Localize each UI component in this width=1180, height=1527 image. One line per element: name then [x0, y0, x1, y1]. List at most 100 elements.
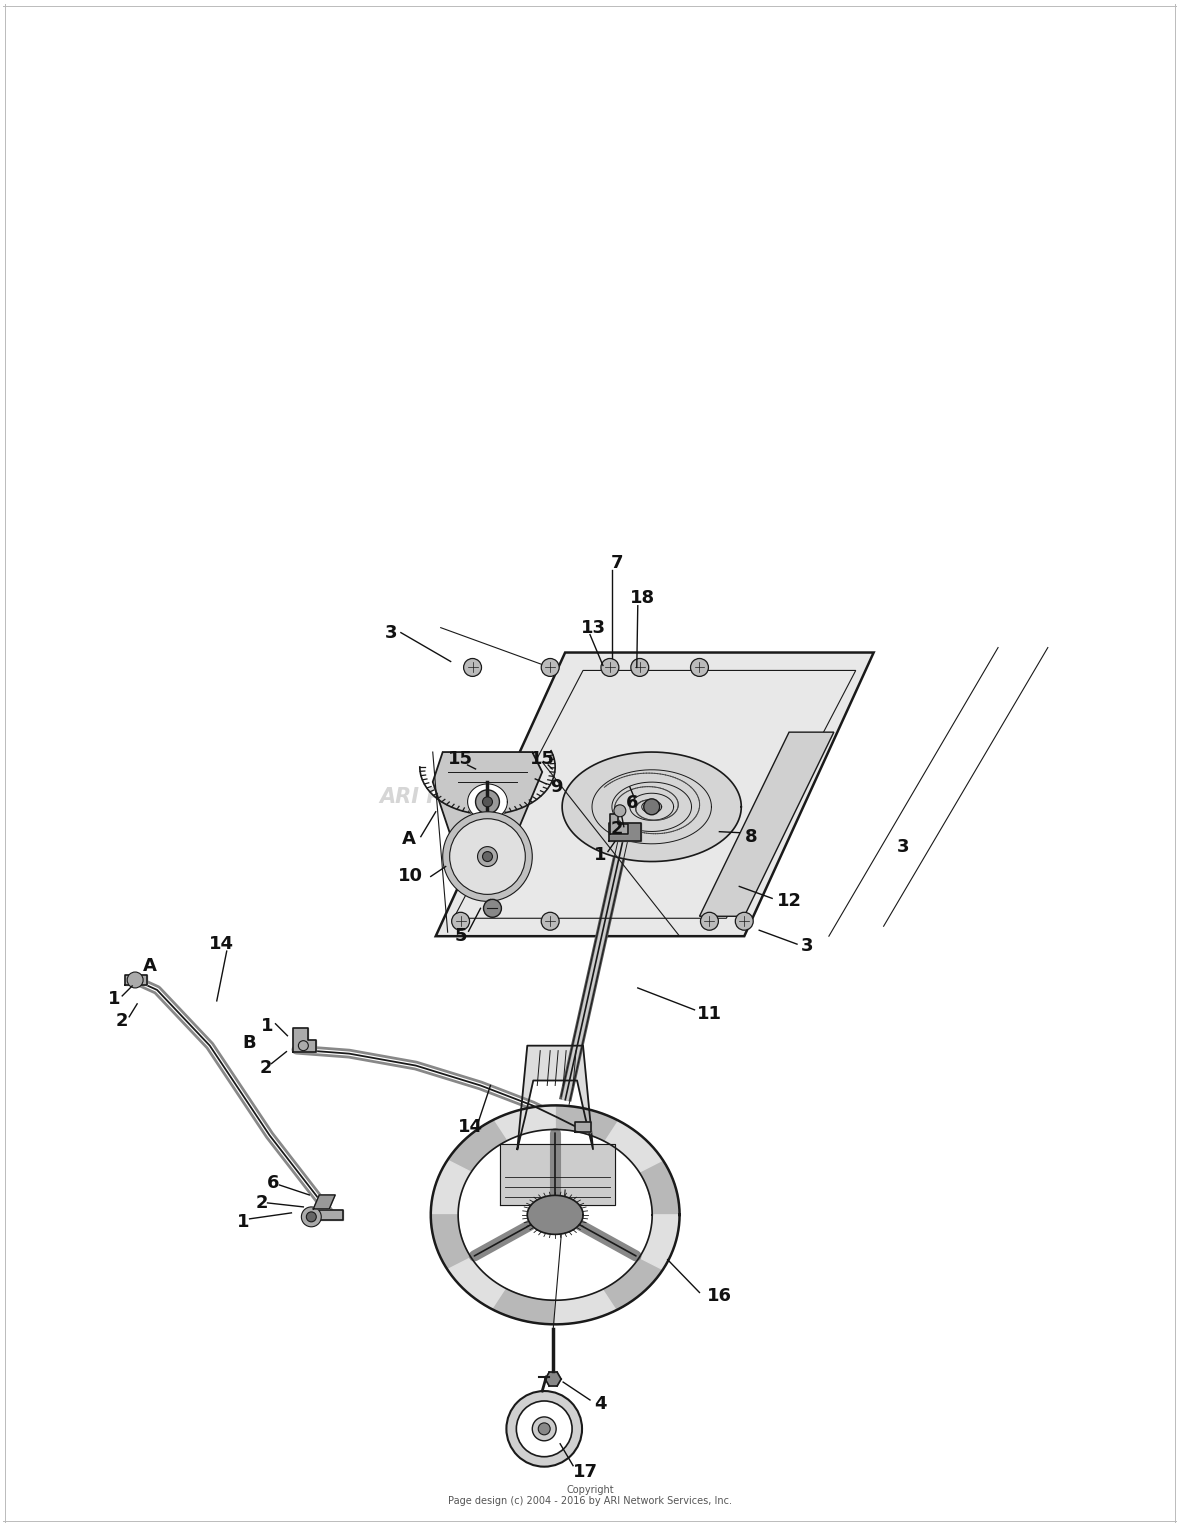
- Polygon shape: [640, 1161, 675, 1193]
- Circle shape: [484, 899, 502, 918]
- Text: 5: 5: [454, 927, 467, 945]
- Circle shape: [483, 797, 492, 806]
- Circle shape: [299, 1041, 308, 1051]
- Polygon shape: [467, 783, 507, 820]
- Polygon shape: [435, 1161, 471, 1193]
- Polygon shape: [320, 1209, 343, 1220]
- Circle shape: [735, 912, 753, 930]
- Text: 18: 18: [630, 589, 655, 606]
- Text: 3: 3: [385, 623, 398, 641]
- Polygon shape: [604, 1275, 643, 1310]
- Text: 6: 6: [625, 794, 638, 812]
- Text: 10: 10: [399, 867, 424, 886]
- Polygon shape: [604, 1119, 643, 1154]
- Polygon shape: [545, 1373, 562, 1387]
- Text: 6: 6: [267, 1174, 280, 1193]
- Text: 13: 13: [581, 618, 605, 637]
- Text: ARI PartStream™: ARI PartStream™: [380, 786, 582, 806]
- Polygon shape: [294, 1028, 316, 1052]
- Polygon shape: [431, 1186, 461, 1215]
- Circle shape: [307, 1212, 316, 1222]
- Text: 12: 12: [776, 892, 801, 910]
- Circle shape: [478, 846, 498, 866]
- Polygon shape: [555, 1298, 588, 1324]
- Circle shape: [614, 805, 625, 817]
- Polygon shape: [467, 1119, 506, 1154]
- Circle shape: [644, 799, 660, 815]
- Text: 17: 17: [572, 1463, 597, 1481]
- Polygon shape: [523, 1106, 555, 1133]
- Circle shape: [538, 1423, 550, 1435]
- Polygon shape: [493, 1289, 530, 1321]
- Text: 15: 15: [448, 750, 473, 768]
- Circle shape: [476, 789, 499, 814]
- Polygon shape: [527, 1196, 583, 1234]
- Circle shape: [483, 852, 492, 861]
- Circle shape: [701, 912, 719, 930]
- Polygon shape: [435, 1237, 471, 1269]
- Polygon shape: [447, 1138, 486, 1173]
- Circle shape: [464, 658, 481, 676]
- Text: 11: 11: [697, 1005, 722, 1023]
- Text: 1: 1: [109, 989, 120, 1008]
- Polygon shape: [523, 1298, 555, 1324]
- Text: A: A: [402, 829, 415, 847]
- Circle shape: [301, 1206, 321, 1226]
- Circle shape: [532, 1417, 556, 1441]
- Text: Page design (c) 2004 - 2016 by ARI Network Services, Inc.: Page design (c) 2004 - 2016 by ARI Netwo…: [448, 1496, 732, 1506]
- Circle shape: [452, 912, 470, 930]
- Text: 3: 3: [897, 838, 910, 855]
- Polygon shape: [581, 1109, 617, 1141]
- Polygon shape: [447, 1258, 486, 1292]
- Polygon shape: [609, 823, 641, 841]
- Polygon shape: [581, 1289, 617, 1321]
- Text: 3: 3: [801, 938, 813, 954]
- Circle shape: [127, 973, 143, 988]
- Polygon shape: [562, 753, 741, 861]
- Text: B: B: [243, 1034, 256, 1052]
- Polygon shape: [467, 1275, 506, 1310]
- Circle shape: [631, 658, 649, 676]
- Text: 8: 8: [745, 828, 758, 846]
- Text: 2: 2: [610, 820, 623, 838]
- Polygon shape: [500, 1144, 615, 1205]
- Text: 15: 15: [530, 750, 555, 768]
- Circle shape: [542, 912, 559, 930]
- Polygon shape: [125, 976, 148, 985]
- Circle shape: [542, 658, 559, 676]
- Polygon shape: [433, 753, 543, 852]
- Text: 2: 2: [116, 1012, 129, 1029]
- Polygon shape: [435, 652, 873, 936]
- Text: 14: 14: [458, 1118, 483, 1136]
- Text: 9: 9: [550, 777, 563, 796]
- Polygon shape: [517, 1046, 594, 1150]
- Text: 1: 1: [261, 1017, 274, 1035]
- Text: 2: 2: [255, 1194, 268, 1212]
- Text: 1: 1: [594, 846, 607, 864]
- Circle shape: [442, 812, 532, 901]
- Polygon shape: [649, 1215, 680, 1243]
- Text: A: A: [143, 957, 157, 976]
- Circle shape: [450, 818, 525, 895]
- Text: 16: 16: [707, 1287, 732, 1306]
- Polygon shape: [555, 1106, 588, 1133]
- Circle shape: [690, 658, 708, 676]
- Polygon shape: [624, 1258, 663, 1292]
- Text: 14: 14: [209, 935, 235, 953]
- Polygon shape: [431, 1215, 461, 1243]
- Text: 4: 4: [594, 1396, 607, 1412]
- Text: Copyright: Copyright: [566, 1486, 614, 1495]
- Polygon shape: [624, 1138, 663, 1173]
- Text: 7: 7: [610, 554, 623, 573]
- Circle shape: [601, 658, 618, 676]
- Polygon shape: [314, 1196, 335, 1209]
- Text: 2: 2: [260, 1058, 271, 1077]
- Polygon shape: [493, 1109, 530, 1141]
- Polygon shape: [610, 814, 628, 834]
- Circle shape: [506, 1391, 582, 1466]
- Text: 1: 1: [237, 1212, 250, 1231]
- Circle shape: [517, 1400, 572, 1457]
- Polygon shape: [575, 1122, 591, 1132]
- Polygon shape: [640, 1237, 675, 1269]
- Polygon shape: [700, 731, 834, 916]
